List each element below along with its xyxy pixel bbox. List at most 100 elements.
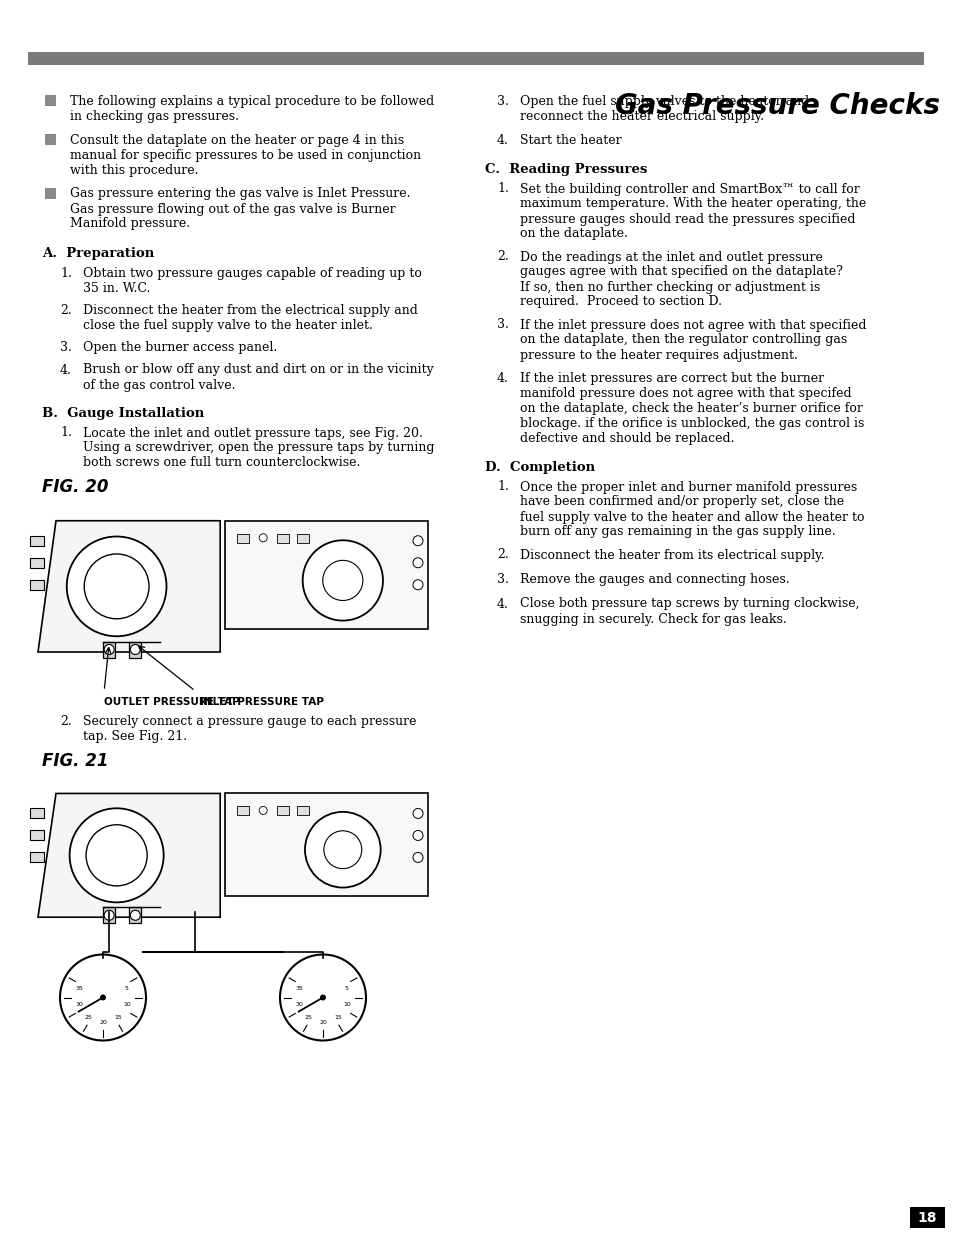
Circle shape: [86, 825, 147, 885]
Bar: [225, 793, 428, 895]
Text: 2.: 2.: [497, 548, 508, 562]
Text: B.  Gauge Installation: B. Gauge Installation: [42, 406, 204, 420]
Bar: [45, 95, 56, 106]
Text: 1.: 1.: [497, 183, 508, 195]
Circle shape: [100, 994, 106, 1000]
Bar: [277, 806, 289, 815]
Text: 1.: 1.: [60, 267, 71, 280]
Circle shape: [319, 994, 326, 1000]
Circle shape: [131, 645, 140, 655]
Bar: [909, 1207, 944, 1228]
Text: 15: 15: [114, 1015, 122, 1020]
Bar: [297, 806, 309, 815]
Text: Open the fuel supply valves to the heater and
reconnect the heater electrical su: Open the fuel supply valves to the heate…: [519, 95, 808, 124]
Circle shape: [413, 852, 422, 862]
Circle shape: [259, 534, 267, 542]
Text: Consult the dataplate on the heater or page 4 in this
manual for specific pressu: Consult the dataplate on the heater or p…: [70, 135, 420, 177]
Text: Brush or blow off any dust and dirt on or in the vicinity
of the gas control val: Brush or blow off any dust and dirt on o…: [83, 363, 434, 391]
Text: 2.: 2.: [497, 251, 508, 263]
Text: Obtain two pressure gauges capable of reading up to
35 in. W.C.: Obtain two pressure gauges capable of re…: [83, 267, 421, 295]
Circle shape: [259, 806, 267, 814]
Circle shape: [413, 579, 422, 590]
Text: 4.: 4.: [497, 598, 508, 610]
Text: 4.: 4.: [497, 372, 508, 385]
Text: Gas Pressure Checks: Gas Pressure Checks: [615, 91, 939, 120]
Text: 10: 10: [343, 1002, 351, 1008]
Text: D.  Completion: D. Completion: [484, 461, 595, 473]
Text: 10: 10: [123, 1002, 131, 1008]
Bar: [225, 521, 428, 630]
Text: 25: 25: [304, 1015, 312, 1020]
Circle shape: [413, 830, 422, 841]
Circle shape: [131, 910, 140, 920]
Text: 35: 35: [75, 987, 83, 992]
Text: A.  Preparation: A. Preparation: [42, 247, 154, 261]
Bar: [277, 534, 289, 542]
Text: 3.: 3.: [60, 341, 71, 354]
Text: FIG. 20: FIG. 20: [42, 478, 109, 496]
Text: 30: 30: [294, 1002, 303, 1008]
Circle shape: [413, 809, 422, 819]
Circle shape: [60, 955, 146, 1041]
Text: Once the proper inlet and burner manifold pressures
have been confirmed and/or p: Once the proper inlet and burner manifol…: [519, 480, 863, 538]
Bar: [237, 534, 249, 542]
Bar: [45, 188, 56, 199]
Bar: [38, 498, 428, 673]
Text: Do the readings at the inlet and outlet pressure
gauges agree with that specifie: Do the readings at the inlet and outlet …: [519, 251, 842, 309]
Circle shape: [413, 558, 422, 568]
Bar: [297, 534, 309, 542]
Text: 4.: 4.: [60, 363, 71, 377]
Circle shape: [280, 955, 366, 1041]
Bar: [130, 908, 141, 924]
Text: Remove the gauges and connecting hoses.: Remove the gauges and connecting hoses.: [519, 573, 789, 585]
Text: Gas pressure entering the gas valve is Inlet Pressure.
Gas pressure flowing out : Gas pressure entering the gas valve is I…: [70, 188, 410, 231]
Bar: [30, 536, 44, 546]
Text: If the inlet pressure does not agree with that specified
on the dataplate, then : If the inlet pressure does not agree wit…: [519, 319, 865, 362]
Text: Open the burner access panel.: Open the burner access panel.: [83, 341, 277, 354]
Text: 1.: 1.: [497, 480, 508, 494]
Circle shape: [104, 645, 114, 655]
Text: 5: 5: [344, 987, 348, 992]
Circle shape: [70, 808, 164, 903]
Polygon shape: [38, 793, 220, 918]
Text: Close both pressure tap screws by turning clockwise,
snugging in securely. Check: Close both pressure tap screws by turnin…: [519, 598, 859, 625]
Circle shape: [324, 831, 361, 868]
Circle shape: [305, 811, 380, 888]
Bar: [30, 852, 44, 862]
Bar: [45, 135, 56, 144]
Bar: [30, 830, 44, 841]
Text: 4.: 4.: [497, 135, 508, 147]
Text: Disconnect the heater from its electrical supply.: Disconnect the heater from its electrica…: [519, 548, 823, 562]
Text: 3.: 3.: [497, 573, 508, 585]
Text: 25: 25: [84, 1015, 91, 1020]
Text: 15: 15: [334, 1015, 341, 1020]
Text: 3.: 3.: [497, 319, 508, 331]
Text: Set the building controller and SmartBox™ to call for
maximum temperature. With : Set the building controller and SmartBox…: [519, 183, 865, 241]
Bar: [30, 579, 44, 590]
Circle shape: [413, 536, 422, 546]
Circle shape: [322, 561, 362, 600]
Text: 20: 20: [318, 1020, 327, 1025]
Text: C.  Reading Pressures: C. Reading Pressures: [484, 163, 647, 175]
Polygon shape: [38, 521, 220, 652]
Text: 30: 30: [75, 1002, 83, 1008]
Text: 20: 20: [99, 1020, 107, 1025]
Bar: [103, 641, 115, 657]
Text: 2.: 2.: [60, 715, 71, 727]
Text: 2.: 2.: [60, 304, 71, 317]
Bar: [38, 772, 428, 937]
Bar: [237, 806, 249, 815]
Bar: [130, 641, 141, 657]
Text: Start the heater: Start the heater: [519, 135, 621, 147]
Text: If the inlet pressures are correct but the burner
manifold pressure does not agr: If the inlet pressures are correct but t…: [519, 372, 863, 445]
Circle shape: [84, 555, 149, 619]
Text: Securely connect a pressure gauge to each pressure
tap. See Fig. 21.: Securely connect a pressure gauge to eac…: [83, 715, 416, 743]
Text: OUTLET PRESSURE TAP: OUTLET PRESSURE TAP: [104, 697, 239, 706]
Text: Locate the inlet and outlet pressure taps, see Fig. 20.
Using a screwdriver, ope: Locate the inlet and outlet pressure tap…: [83, 426, 434, 469]
Text: 3.: 3.: [497, 95, 508, 107]
Circle shape: [67, 536, 167, 636]
Text: INLET PRESSURE TAP: INLET PRESSURE TAP: [200, 697, 324, 706]
Text: 5: 5: [125, 987, 129, 992]
Bar: [28, 52, 923, 65]
Text: 18: 18: [916, 1212, 936, 1225]
